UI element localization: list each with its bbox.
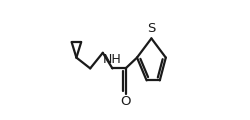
Text: S: S: [147, 22, 156, 35]
Text: NH: NH: [103, 53, 122, 66]
Text: O: O: [120, 95, 131, 108]
